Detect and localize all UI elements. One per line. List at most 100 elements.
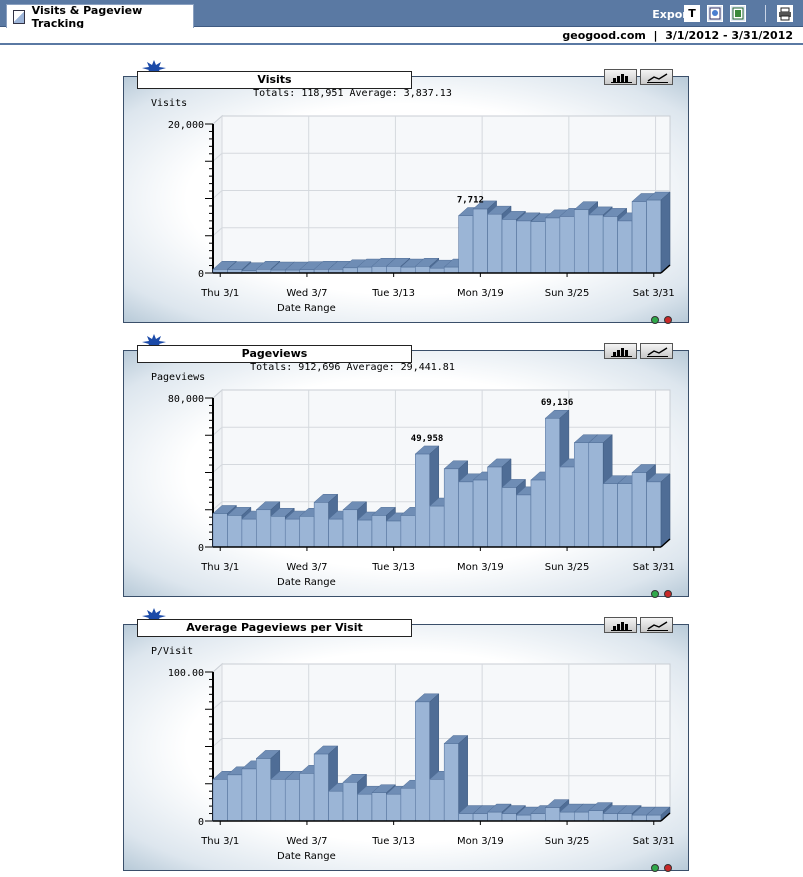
y-axis-label: P/Visit bbox=[151, 646, 194, 657]
line-chart-icon bbox=[647, 347, 668, 357]
bar bbox=[429, 505, 445, 548]
y-tick-label: 0 bbox=[198, 269, 204, 280]
x-tick-label: Thu 3/1 bbox=[200, 288, 239, 299]
bar bbox=[299, 515, 315, 548]
x-tick-label: Thu 3/1 bbox=[200, 836, 239, 847]
bar bbox=[328, 518, 344, 548]
bar bbox=[458, 813, 474, 822]
bar bbox=[241, 518, 257, 548]
bar bbox=[545, 217, 561, 274]
status-red-icon[interactable] bbox=[664, 316, 672, 324]
export-excel-button[interactable] bbox=[730, 5, 746, 22]
bar bbox=[386, 265, 402, 274]
x-tick-label: Tue 3/13 bbox=[371, 288, 415, 299]
date-range: 3/1/2012 - 3/31/2012 bbox=[665, 29, 793, 42]
line-chart-icon bbox=[647, 621, 668, 631]
bar-chart-toggle-button[interactable] bbox=[604, 69, 637, 85]
bar-chart-icon bbox=[611, 74, 632, 83]
status-green-icon[interactable] bbox=[651, 864, 659, 872]
bar bbox=[227, 515, 243, 548]
data-label: 7,712 bbox=[457, 196, 484, 206]
bar bbox=[588, 214, 604, 274]
x-axis-depth bbox=[660, 538, 671, 548]
bar bbox=[400, 515, 416, 548]
x-axis-label: Date Range bbox=[277, 851, 336, 862]
line-chart-toggle-button[interactable] bbox=[640, 617, 673, 633]
x-tick-label: Mon 3/19 bbox=[457, 562, 504, 573]
bar bbox=[501, 219, 517, 274]
bar-chart-toggle-button[interactable] bbox=[604, 617, 637, 633]
bar bbox=[588, 442, 604, 548]
y-tick-label: 20,000 bbox=[168, 120, 204, 131]
x-axis-label: Date Range bbox=[277, 577, 336, 588]
chart-totals: Totals: 118,951 Average: 3,837.13 bbox=[253, 88, 452, 99]
bar bbox=[270, 515, 286, 548]
x-tick-label: Wed 3/7 bbox=[286, 288, 327, 299]
x-tick-label: Sun 3/25 bbox=[545, 836, 590, 847]
bar bbox=[530, 221, 546, 274]
status-red-icon[interactable] bbox=[664, 864, 672, 872]
x-tick-label: Sat 3/31 bbox=[633, 288, 675, 299]
bar bbox=[328, 790, 344, 822]
bar bbox=[501, 487, 517, 548]
x-tick-label: Mon 3/19 bbox=[457, 288, 504, 299]
export-label: Export bbox=[652, 8, 693, 21]
bar bbox=[631, 814, 647, 822]
bar bbox=[400, 787, 416, 822]
status-green-icon[interactable] bbox=[651, 316, 659, 324]
tab-label: Visits & Pageview Tracking bbox=[31, 3, 143, 30]
y-tick-label: 80,000 bbox=[168, 394, 204, 405]
bar bbox=[559, 811, 575, 822]
bar-side bbox=[660, 473, 671, 548]
x-tick-label: Tue 3/13 bbox=[371, 562, 415, 573]
bar bbox=[212, 513, 228, 548]
bar-chart-toggle-button[interactable] bbox=[604, 343, 637, 359]
bar bbox=[400, 266, 416, 274]
status-green-icon[interactable] bbox=[651, 590, 659, 598]
y-tick-label: 0 bbox=[198, 817, 204, 828]
export-html-button[interactable] bbox=[707, 5, 723, 22]
x-tick-label: Tue 3/13 bbox=[371, 836, 415, 847]
line-chart-toggle-button[interactable] bbox=[640, 343, 673, 359]
x-tick-label: Wed 3/7 bbox=[286, 562, 327, 573]
data-label: 69,136 bbox=[541, 398, 574, 408]
bar bbox=[472, 813, 488, 822]
bar bbox=[530, 813, 546, 822]
tab-visits-tracking[interactable]: Visits & Pageview Tracking bbox=[6, 3, 194, 30]
bar bbox=[458, 481, 474, 548]
print-button[interactable] bbox=[777, 5, 793, 22]
bar bbox=[357, 266, 373, 274]
export-text-icon: T bbox=[688, 7, 696, 20]
bar bbox=[602, 216, 618, 274]
export-html-icon bbox=[709, 7, 721, 20]
y-tick-label: 0 bbox=[198, 543, 204, 554]
h-gridline bbox=[212, 426, 223, 436]
bar bbox=[342, 267, 358, 274]
bar bbox=[342, 781, 358, 822]
bar bbox=[313, 502, 329, 548]
bar bbox=[472, 479, 488, 548]
h-gridline bbox=[212, 700, 223, 710]
bar bbox=[559, 466, 575, 548]
bar bbox=[458, 215, 474, 274]
bar bbox=[472, 208, 488, 274]
x-tick-label: Mon 3/19 bbox=[457, 836, 504, 847]
bar bbox=[313, 753, 329, 822]
bar bbox=[646, 481, 662, 548]
header-bar: Visits & Pageview Tracking Export T bbox=[0, 0, 803, 30]
site-name: geogood.com bbox=[562, 29, 646, 42]
bar bbox=[617, 483, 633, 548]
data-label: 49,958 bbox=[411, 434, 444, 444]
line-chart-toggle-button[interactable] bbox=[640, 69, 673, 85]
h-gridline bbox=[212, 190, 223, 199]
status-red-icon[interactable] bbox=[664, 590, 672, 598]
bar bbox=[241, 768, 257, 822]
chart-title: Visits bbox=[137, 71, 412, 89]
export-text-button[interactable]: T bbox=[684, 5, 700, 22]
bar bbox=[501, 813, 517, 822]
bar bbox=[646, 199, 662, 274]
bar bbox=[256, 509, 272, 548]
bar bbox=[371, 792, 387, 822]
bar bbox=[631, 472, 647, 548]
bar bbox=[415, 701, 431, 822]
